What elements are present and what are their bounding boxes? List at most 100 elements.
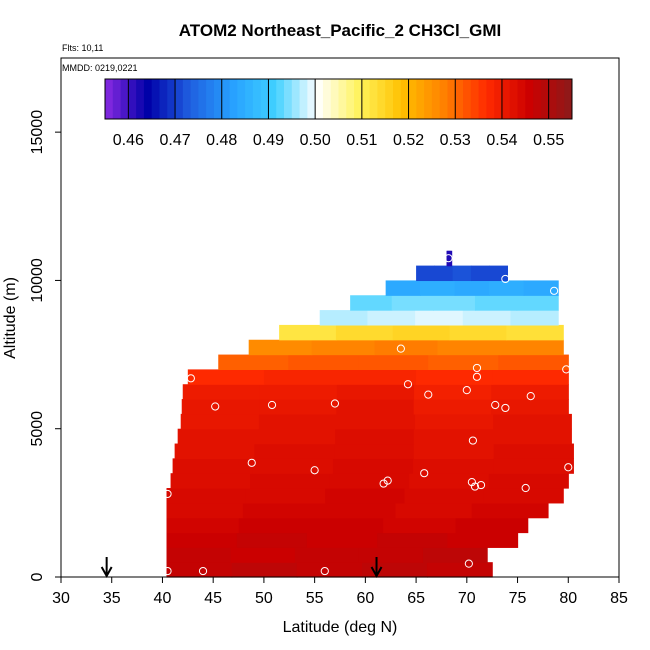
colorbar-swatch: [276, 79, 285, 119]
x-tick-label: 45: [204, 590, 222, 607]
heatmap-cell: [454, 280, 490, 296]
heatmap-cell: [492, 369, 569, 385]
colorbar-ticks: 0.46 0.47 0.48 0.49 0.50 0.51 0.52 0.53 0.54 0.55: [113, 79, 564, 149]
colorbar-swatch: [175, 79, 184, 119]
heatmap-cell: [180, 413, 260, 430]
heatmap-cells: [166, 250, 574, 578]
x-tick-label: 80: [559, 590, 577, 607]
heatmap-cell: [254, 443, 335, 459]
observation-point: [424, 390, 433, 399]
heatmap-cell: [250, 473, 331, 489]
x-tick-label: 50: [255, 590, 273, 607]
heatmap-cell: [492, 428, 572, 445]
heatmap-cell: [310, 517, 384, 534]
heatmap-cell: [392, 324, 451, 341]
colorbar-swatch: [245, 79, 254, 119]
colorbar: [104, 78, 573, 120]
heatmap-cell: [166, 532, 238, 548]
colorbar-swatch: [509, 79, 519, 119]
colorbar-swatch: [447, 79, 456, 119]
heatmap-cell: [385, 280, 421, 296]
heatmap-cell: [489, 280, 525, 296]
observation-point: [562, 365, 571, 374]
observation-point: [501, 403, 510, 413]
colorbar-swatch: [455, 79, 464, 119]
colorbar-swatch: [136, 79, 145, 119]
colorbar-swatch: [338, 79, 347, 119]
colorbar-swatch: [105, 79, 114, 119]
colorbar-swatch: [182, 79, 192, 119]
heatmap-cell: [452, 265, 472, 282]
y-axis: 0 5000 10000 15000: [29, 110, 61, 581]
heatmap-cell: [415, 413, 494, 430]
heatmap-cell: [414, 384, 492, 400]
heatmap-cell: [462, 310, 512, 326]
heatmap-cell: [506, 324, 564, 341]
colorbar-swatch: [330, 79, 339, 119]
heatmap-cell: [335, 324, 394, 341]
heatmap-cell: [361, 562, 428, 578]
colorbar-swatch: [143, 79, 153, 119]
heatmap-cell: [170, 473, 251, 489]
heatmap-cell: [329, 473, 410, 489]
colorbar-swatch: [190, 79, 199, 119]
colorbar-swatch: [463, 79, 472, 119]
heatmap-cell: [470, 265, 490, 282]
heatmap-cell: [174, 443, 255, 459]
heatmap-cell: [422, 547, 488, 563]
heatmap-cell: [242, 502, 320, 519]
heatmap-cell: [166, 488, 247, 504]
heatmap-cell: [334, 443, 415, 459]
observation-point: [564, 463, 573, 472]
observation-point: [247, 458, 256, 467]
heatmap-cell: [448, 250, 451, 267]
heatmap-cell: [248, 339, 313, 356]
x-tick-label: 75: [509, 590, 527, 607]
heatmap-cell: [306, 532, 378, 548]
heatmap-cell: [510, 310, 559, 326]
flight-marker-arrow-head: [100, 566, 113, 579]
colorbar-swatch: [501, 79, 511, 119]
colorbar-tick-label: 0.50: [300, 132, 331, 149]
heatmap-cell: [319, 502, 396, 519]
observation-point: [383, 476, 392, 485]
x-tick-label: 40: [154, 590, 172, 607]
colorbar-swatch: [120, 79, 129, 119]
colorbar-swatch: [400, 79, 410, 119]
observation-point: [470, 482, 480, 491]
observation-point: [462, 386, 471, 395]
colorbar-swatch: [416, 79, 425, 119]
colorbar-swatch: [252, 79, 262, 119]
heatmap-cell: [415, 310, 464, 326]
colorbar-swatch: [151, 79, 160, 119]
observation-point: [310, 466, 319, 475]
colorbar-swatch: [159, 79, 168, 119]
x-axis-label: Latitude (deg N): [283, 619, 398, 636]
colorbar-swatch: [128, 79, 137, 119]
heatmap-cell: [489, 265, 508, 282]
observation-point: [267, 400, 277, 410]
x-tick-label: 70: [458, 590, 476, 607]
colorbar-swatch: [268, 79, 277, 119]
x-axis: 30 35 40 45 50 55 60 65 70 75 80 85: [52, 577, 628, 607]
heatmap-cell: [279, 324, 337, 341]
observation-point: [420, 469, 429, 478]
date-note: MMDD: 0219,0221: [62, 63, 138, 73]
observation-point: [526, 391, 535, 401]
heatmap-cell: [259, 384, 338, 400]
heatmap-cell: [311, 339, 376, 356]
flight-markers: [100, 557, 383, 579]
heatmap-cell: [447, 532, 519, 548]
colorbar-swatch: [494, 79, 503, 119]
heatmap-cell: [238, 517, 312, 534]
heatmap-cell: [230, 547, 296, 563]
observation-point: [468, 436, 478, 445]
heatmap-cell: [413, 443, 495, 459]
y-tick-label: 5000: [29, 411, 46, 447]
colorbar-tick-label: 0.49: [253, 132, 284, 149]
colorbar-swatch: [525, 79, 534, 119]
heatmap-cell: [259, 399, 337, 415]
heatmap-cell: [172, 458, 254, 474]
heatmap-cell: [258, 413, 338, 430]
